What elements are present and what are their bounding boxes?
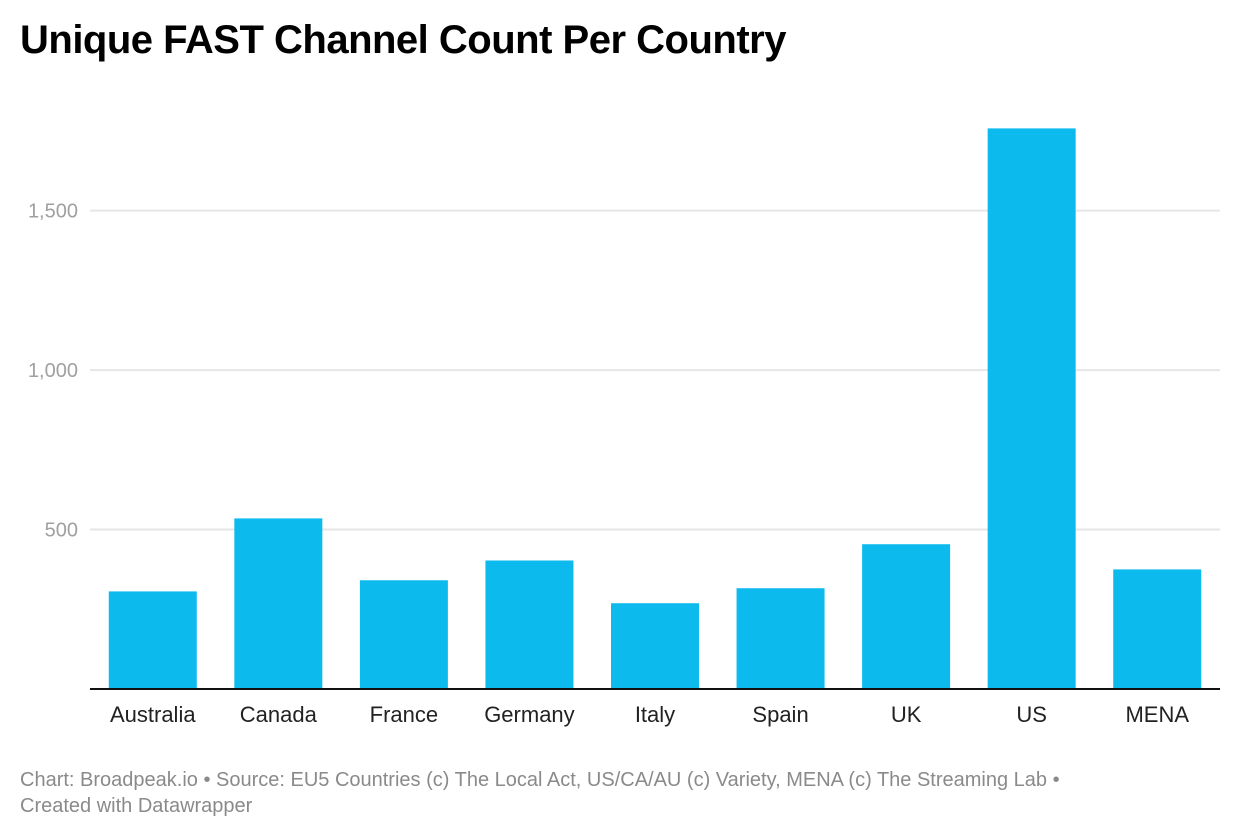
x-tick-label: Germany bbox=[484, 702, 574, 727]
x-tick-label: Canada bbox=[240, 702, 318, 727]
bar-germany bbox=[485, 560, 574, 689]
bar-us bbox=[987, 128, 1076, 690]
y-tick-label: 500 bbox=[45, 520, 78, 542]
y-tick-label: 1,500 bbox=[28, 201, 78, 223]
x-tick-label: US bbox=[1016, 702, 1047, 727]
bar-uk bbox=[862, 544, 951, 689]
x-tick-label: UK bbox=[891, 702, 922, 727]
x-tick-label: France bbox=[370, 702, 438, 727]
bar-chart: 500 1,000 1,500 Australia Canada France German… bbox=[28, 128, 1220, 727]
x-tick-label: Italy bbox=[635, 702, 675, 727]
bar-canada bbox=[234, 518, 323, 689]
y-tick-label: 1,000 bbox=[28, 360, 78, 382]
bar-mena bbox=[1113, 569, 1202, 689]
bar-france bbox=[359, 580, 448, 689]
x-tick-label: MENA bbox=[1125, 702, 1189, 727]
chart-footer: Chart: Broadpeak.io • Source: EU5 Countr… bbox=[20, 767, 1220, 819]
chart-title: Unique FAST Channel Count Per Country bbox=[20, 18, 786, 62]
bar-australia bbox=[108, 591, 197, 689]
x-tick-label: Australia bbox=[110, 702, 196, 727]
bar-spain bbox=[736, 588, 825, 689]
x-tick-label: Spain bbox=[752, 702, 808, 727]
bar-italy bbox=[611, 603, 699, 689]
source-note: Chart: Broadpeak.io • Source: EU5 Countr… bbox=[20, 769, 1060, 791]
credit-note: Created with Datawrapper bbox=[20, 795, 253, 817]
